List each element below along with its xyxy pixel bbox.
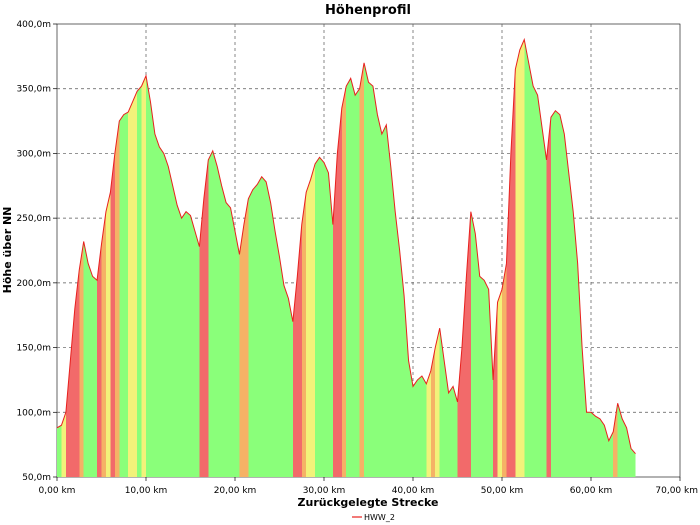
elevation-line — [56, 37, 636, 455]
legend-entry-hww-2: HWW_2 — [364, 513, 395, 522]
x-axis-label: Zurückgelegte Strecke — [298, 496, 439, 509]
x-tick-label: 10,00 km — [125, 486, 168, 496]
x-tick-label: 40,00 km — [392, 486, 435, 496]
x-tick-label: 50,00 km — [481, 486, 524, 496]
y-tick-label: 250,0m — [16, 214, 51, 224]
y-tick-label: 350,0m — [16, 85, 51, 95]
x-tick-label: 20,00 km — [214, 486, 257, 496]
y-tick-label: 150,0m — [16, 344, 51, 354]
y-tick-label: 300,0m — [16, 149, 51, 159]
y-axis-label: Höhe über NN — [1, 207, 14, 294]
chart-title: Höhenprofil — [325, 3, 411, 18]
elevation-area — [57, 39, 636, 477]
y-tick-label: 200,0m — [16, 279, 51, 289]
x-tick-label: 0,00 km — [39, 486, 76, 496]
x-tick-label: 30,00 km — [303, 486, 346, 496]
axis-ticks: 0,00 km 10,00 km 20,00 km 30,00 km 40,00 km 5… — [16, 20, 698, 496]
legend: HWW_2 — [352, 513, 395, 522]
y-tick-label: 100,0m — [16, 408, 51, 418]
x-tick-label: 70,00 km — [655, 486, 698, 496]
x-tick-label: 60,00 km — [570, 486, 613, 496]
y-tick-label: 50,0m — [22, 473, 51, 483]
y-tick-label: 400,0m — [16, 20, 51, 30]
